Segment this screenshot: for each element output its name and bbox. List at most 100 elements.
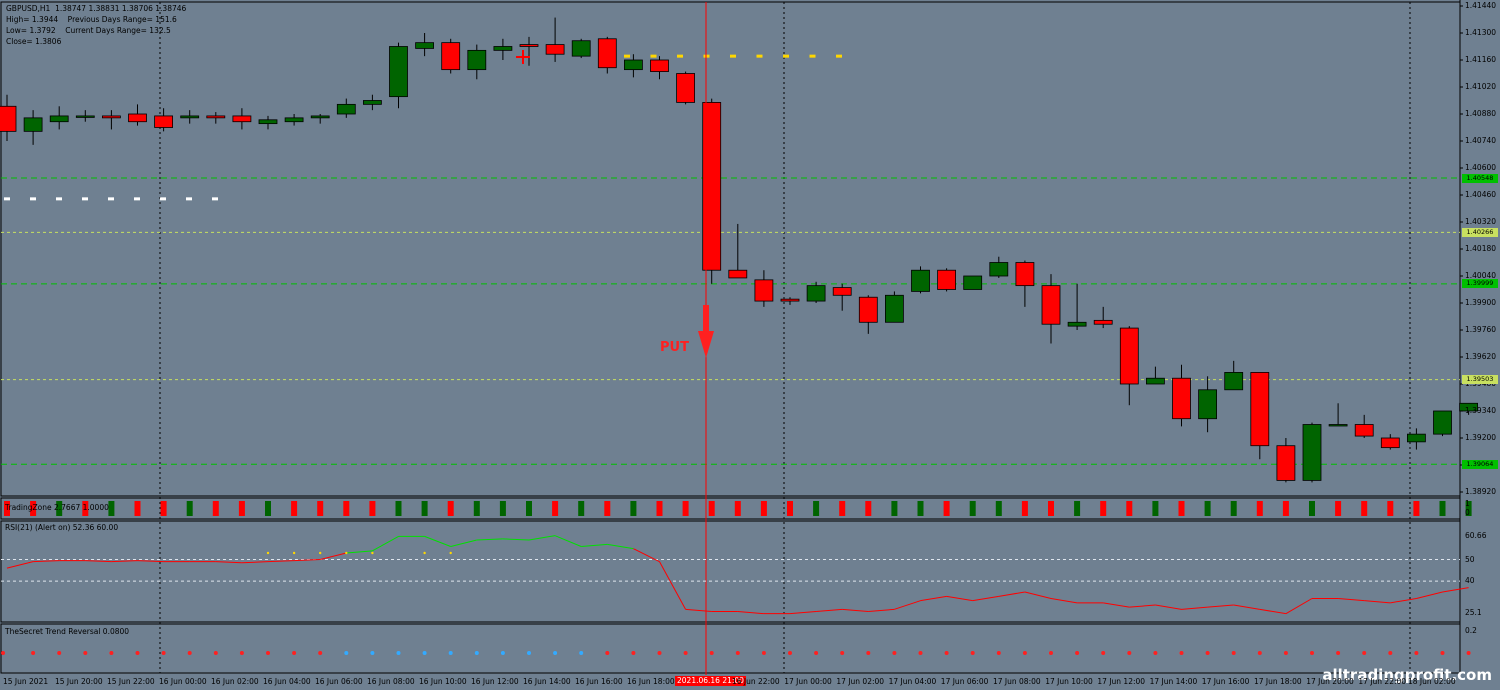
tradingzone-bar xyxy=(160,501,167,516)
tradingzone-bar xyxy=(1439,501,1446,516)
candle-body xyxy=(519,44,539,47)
rsi-line-segment xyxy=(241,561,269,564)
tradingzone-bar xyxy=(578,501,585,516)
rsi-line-segment xyxy=(894,600,921,610)
tradingzone-bar xyxy=(1152,501,1159,516)
tradingzone-bar xyxy=(134,501,141,516)
time-axis-label: 16 Jun 02:00 xyxy=(211,677,259,686)
prev-high-mark xyxy=(809,54,816,58)
price-axis-label: 1.41020 xyxy=(1465,82,1497,91)
rsi-line-segment xyxy=(294,559,321,562)
rsi-line-segment xyxy=(346,550,373,554)
time-axis-label: 15 Jun 22:00 xyxy=(107,677,155,686)
tz-axis-label: 0 xyxy=(1465,508,1470,517)
tradingzone-bar xyxy=(813,501,820,516)
candle-body xyxy=(676,73,695,103)
tradingzone-bar xyxy=(656,501,663,516)
tradingzone-bar xyxy=(865,501,872,516)
rsi-line-segment xyxy=(372,535,399,552)
candle-body xyxy=(154,115,174,128)
rsi-line-segment xyxy=(868,608,895,612)
rsi-line-segment xyxy=(85,560,112,563)
price-level-tag: 1.39503 xyxy=(1462,375,1498,385)
time-axis-label: 18 Jun 02:00 xyxy=(1408,677,1456,686)
time-axis-label: 15 Jun 2021 xyxy=(3,677,49,686)
tradingzone-bar xyxy=(526,501,532,516)
tradingzone-bar xyxy=(4,501,10,516)
price-axis-label: 1.41160 xyxy=(1465,55,1497,64)
candle-body xyxy=(389,46,408,98)
put-arrow-head xyxy=(698,331,714,358)
rsi-line-segment xyxy=(137,560,164,563)
tradingzone-bar xyxy=(891,501,898,516)
tradingzone-bar xyxy=(787,501,793,516)
tradingzone-bar xyxy=(369,501,376,516)
time-axis-label: 16 Jun 22:00 xyxy=(732,677,780,686)
tradingzone-bar xyxy=(630,501,637,516)
trend-reversal-dot xyxy=(344,651,349,655)
trend-reversal-dot xyxy=(1310,651,1314,655)
rsi-line-segment xyxy=(1103,602,1130,608)
tradingzone-bar xyxy=(265,501,271,516)
close-line: Close= 1.3806 xyxy=(6,37,62,46)
prev-high-mark xyxy=(836,54,842,58)
candle-body xyxy=(232,115,252,123)
candle-body xyxy=(1354,424,1374,437)
watermark: alltradingprofit.com xyxy=(1322,666,1492,684)
price-axis-label: 1.40460 xyxy=(1465,190,1497,199)
panel-frame xyxy=(0,623,1461,674)
tradingzone-bar xyxy=(1282,501,1289,516)
rsi-line-segment xyxy=(1259,608,1286,615)
trend-reversal-dot xyxy=(918,651,923,655)
prev-high-mark xyxy=(756,54,763,58)
tradingzone-bar xyxy=(1074,501,1081,516)
price-level-tag: 1.40266 xyxy=(1462,227,1498,237)
rsi-line-segment xyxy=(1024,591,1052,599)
trend-reversal-dot xyxy=(527,651,531,655)
trend-reversal-dot xyxy=(944,651,949,655)
candle-body xyxy=(336,103,356,115)
trend-reversal-dot xyxy=(1414,651,1419,655)
trend-reversal-dot xyxy=(735,651,740,655)
time-axis-label: 15 Jun 20:00 xyxy=(55,677,103,686)
rsi-line-segment xyxy=(1364,600,1391,604)
rsi-dot xyxy=(266,551,270,555)
trend-reversal-dot xyxy=(474,651,479,655)
candle-body xyxy=(49,115,69,123)
trend-reversal-dot xyxy=(1440,651,1445,655)
symbol-info-box: GBPUSD,H1 1.38747 1.38831 1.38706 1.3874… xyxy=(6,3,186,47)
trend-reversal-dot xyxy=(1153,651,1158,655)
trend-reversal-dot xyxy=(1075,651,1080,655)
tradingzone-bar xyxy=(552,501,559,516)
candle-body xyxy=(1172,377,1191,420)
rsi-line-segment xyxy=(267,560,295,563)
tradingzone-bar xyxy=(473,501,480,516)
price-axis-label: 1.40740 xyxy=(1465,136,1497,145)
tradingzone-bar xyxy=(395,501,402,516)
candle-body xyxy=(963,275,983,290)
trend-reversal-dot xyxy=(683,651,688,655)
rsi-line-segment xyxy=(920,595,947,602)
rsi-line-segment xyxy=(528,535,556,541)
price-axis-label: 1.40880 xyxy=(1465,109,1497,118)
trend-reversal-dot xyxy=(1205,651,1210,655)
prev-day-mark xyxy=(160,197,166,201)
tradingzone-bar xyxy=(212,501,219,516)
trend-reversal-dot xyxy=(657,651,662,655)
trend-reversal-dot xyxy=(1283,651,1288,655)
rsi-line-segment xyxy=(581,543,608,547)
price-axis-label: 1.41300 xyxy=(1465,28,1497,37)
trend-reversal-dot xyxy=(1231,651,1236,655)
rsi-line-segment xyxy=(1338,598,1365,602)
panel-frame xyxy=(0,1,1461,497)
time-axis-label: 17 Jun 12:00 xyxy=(1097,677,1146,686)
price-axis-label: 1.41440 xyxy=(1465,1,1497,10)
time-axis-label: 17 Jun 20:00 xyxy=(1306,677,1354,686)
tz-axis-label: 1 xyxy=(1465,499,1470,508)
candle-body xyxy=(1119,327,1139,385)
rsi-line-segment xyxy=(502,538,530,541)
prev-day-mark xyxy=(4,197,10,201)
tradingzone-bar xyxy=(604,501,611,516)
